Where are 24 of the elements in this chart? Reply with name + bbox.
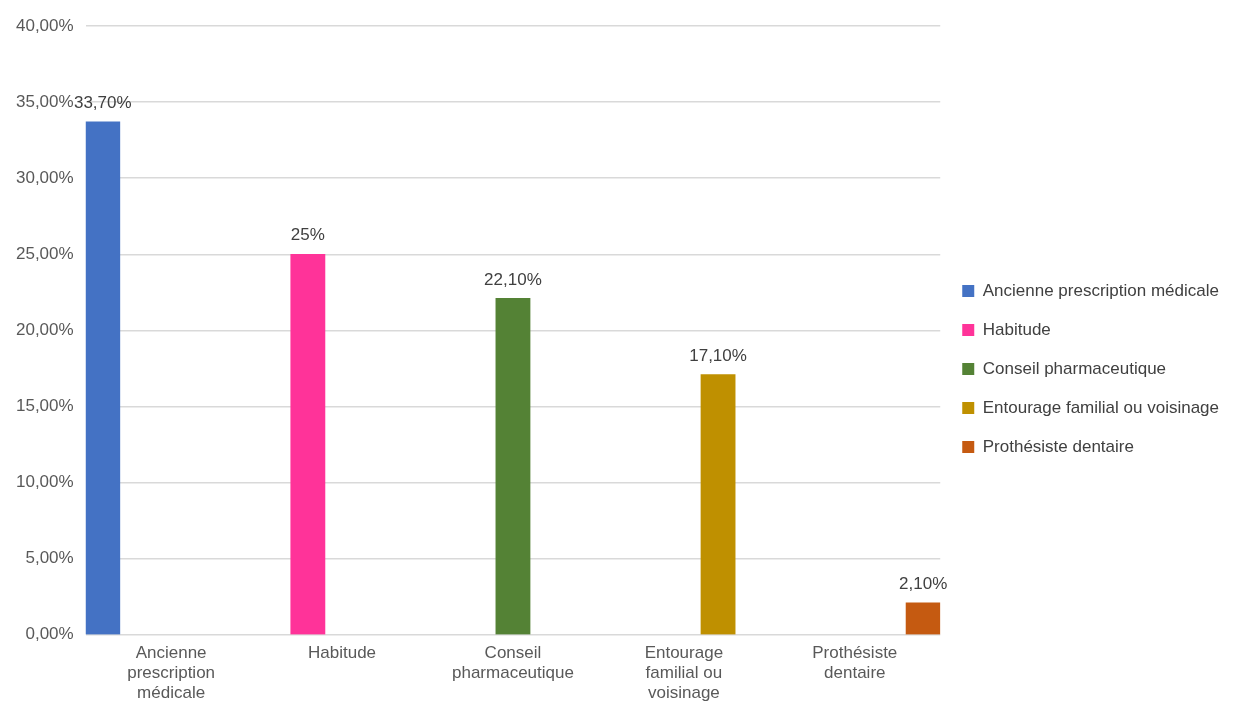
x-tick-label: Habitude [308, 642, 377, 662]
x-tick-label: Entourage familial ou voisinage [644, 642, 724, 703]
data-label: 22,10% [484, 269, 542, 289]
y-tick-label: 15,00% [15, 396, 74, 416]
legend-label: Habitude [982, 319, 1051, 339]
data-label: 33,70% [73, 93, 132, 113]
y-tick-label: 35,00% [15, 91, 74, 111]
y-tick-label: 0,00% [25, 624, 74, 644]
data-label: 2,10% [899, 574, 948, 594]
y-tick-label: 20,00% [15, 320, 74, 340]
y-tick-label: 10,00% [15, 472, 74, 492]
x-tick-label: Prothésiste dentaire [812, 642, 898, 683]
data-label: 17,10% [689, 345, 747, 365]
legend-label: Prothésiste dentaire [982, 436, 1134, 456]
legend-label: Ancienne prescription médicale [982, 280, 1219, 300]
y-tick-label: 25,00% [15, 243, 74, 263]
y-tick-label: 5,00% [25, 548, 74, 568]
legend-label: Conseil pharmaceutique [982, 358, 1167, 378]
legend-label: Entourage familial ou voisinage [982, 397, 1220, 417]
y-tick-label: 40,00% [15, 15, 74, 35]
x-tick-label: Conseil pharmaceutique [451, 642, 574, 683]
x-tick-label: Ancienne prescription médicale [127, 642, 216, 703]
y-tick-label: 30,00% [15, 167, 74, 187]
data-label: 25% [290, 225, 325, 245]
